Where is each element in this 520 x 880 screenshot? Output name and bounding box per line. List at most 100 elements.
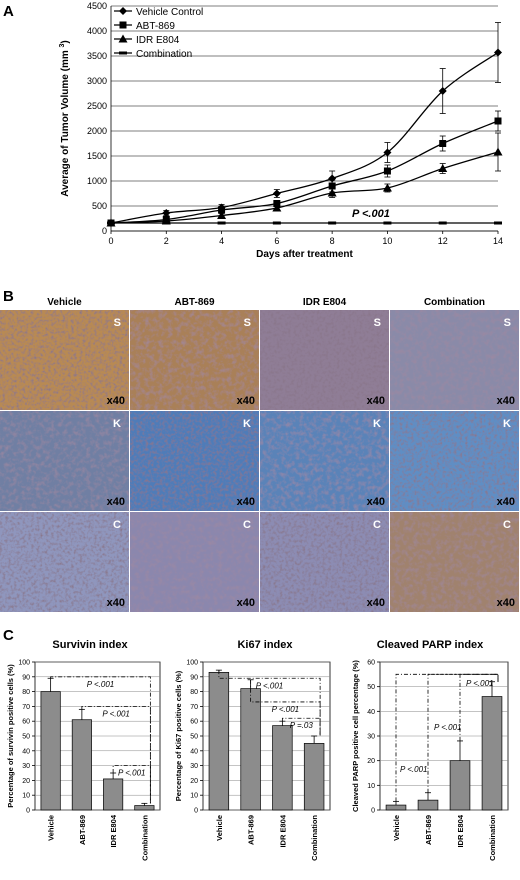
stain-label: C	[503, 519, 511, 531]
data-point	[327, 188, 337, 197]
y-axis-label-main: Average of Tumor Volume (mm	[60, 47, 71, 196]
x-axis-label: Days after treatment	[256, 249, 353, 260]
data-point	[494, 221, 502, 225]
legend-marker	[119, 7, 127, 15]
x-tick-label: 2	[164, 236, 169, 246]
magnification-label: x40	[237, 597, 255, 609]
data-point	[438, 221, 447, 225]
legend-entry: IDR E804	[136, 35, 180, 46]
y-tick-label: 10	[22, 793, 30, 800]
stain-label: K	[113, 418, 121, 430]
column-header: IDR E804	[303, 297, 347, 308]
stain-label: S	[244, 317, 251, 329]
column-header: Combination	[424, 297, 485, 308]
micrograph	[390, 512, 519, 612]
chart-title: Cleaved PARP index	[377, 639, 484, 651]
bar	[385, 804, 407, 811]
y-tick-label: 50	[190, 734, 198, 741]
p-value-label: P <.001	[466, 679, 494, 688]
magnification-label: x40	[107, 597, 125, 609]
data-point	[383, 167, 391, 175]
magnification-label: x40	[237, 496, 255, 508]
y-tick-label: 40	[190, 748, 198, 755]
y-tick-label: 30	[190, 763, 198, 770]
y-axis-label: Percentage of Ki67 positive cells (%)	[174, 670, 183, 801]
category-label: Vehicle	[47, 815, 56, 841]
bar-chart-1: Survivin index 0 10 20 30 40 50 60 70 80 90 100Perc…	[6, 639, 161, 861]
y-tick-label: 90	[22, 674, 30, 681]
column-header: Vehicle	[47, 297, 82, 308]
category-label: ABT-869	[78, 815, 87, 845]
panel-b-letter: B	[3, 288, 14, 305]
data-point	[328, 174, 337, 183]
p-value-label: P <.001	[87, 680, 115, 689]
stain-label: K	[503, 418, 511, 430]
category-label: Combination	[140, 815, 149, 861]
legend-marker	[118, 34, 128, 43]
data-point	[383, 221, 392, 225]
data-point	[107, 221, 115, 225]
y-tick-label: 80	[22, 689, 30, 696]
category-label: Combination	[310, 815, 319, 861]
panel-c-letter: C	[3, 627, 14, 644]
series-combination	[107, 221, 502, 225]
micrograph	[260, 512, 389, 612]
y-tick-label: 0	[26, 808, 30, 815]
magnification-label: x40	[237, 395, 255, 407]
significance-bracket	[250, 679, 321, 736]
y-tick-label: 2500	[87, 101, 107, 111]
data-point	[438, 87, 447, 95]
y-tick-label: 20	[367, 758, 375, 765]
category-label: Vehicle	[392, 815, 401, 841]
stain-label: S	[504, 317, 511, 329]
data-point	[162, 209, 171, 217]
data-point	[218, 206, 226, 214]
stain-label: K	[243, 418, 251, 430]
category-label: IDR E804	[278, 814, 287, 847]
x-tick-label: 4	[219, 236, 224, 246]
y-tick-label: 70	[22, 704, 30, 711]
y-tick-label: 60	[190, 719, 198, 726]
significance-bracket	[395, 673, 499, 802]
magnification-label: x40	[497, 496, 515, 508]
bar	[303, 743, 325, 811]
data-point	[162, 221, 171, 225]
bar	[449, 760, 471, 811]
significance-bracket	[112, 765, 151, 804]
y-tick-label: 10	[190, 793, 198, 800]
x-tick-label: 6	[274, 236, 279, 246]
category-label: ABT-869	[247, 815, 256, 845]
legend-entry: ABT-869	[136, 21, 175, 32]
p-value-annotation: P <.001	[352, 208, 390, 220]
y-tick-label: 100	[18, 660, 30, 667]
data-point	[217, 211, 227, 219]
p-value-label: P =.03	[290, 721, 314, 730]
category-label: Combination	[488, 815, 497, 861]
y-axis-label: Percentage of survivin positive cells (%…	[6, 664, 15, 808]
y-tick-label: 70	[190, 704, 198, 711]
y-tick-label: 3500	[87, 51, 107, 61]
micrograph	[260, 310, 389, 410]
column-header: ABT-869	[174, 297, 214, 308]
y-tick-label: 80	[190, 689, 198, 696]
stain-label: S	[114, 317, 121, 329]
category-label: IDR E804	[109, 814, 118, 847]
y-tick-label: 4500	[87, 1, 107, 11]
x-tick-label: 10	[382, 236, 392, 246]
bar	[71, 719, 92, 811]
legend-marker	[119, 51, 127, 55]
stain-label: C	[243, 519, 251, 531]
series-line	[110, 151, 499, 224]
data-point	[328, 221, 337, 225]
x-tick-label: 14	[493, 236, 503, 246]
micrograph	[390, 310, 519, 410]
y-tick-label: 20	[22, 778, 30, 785]
